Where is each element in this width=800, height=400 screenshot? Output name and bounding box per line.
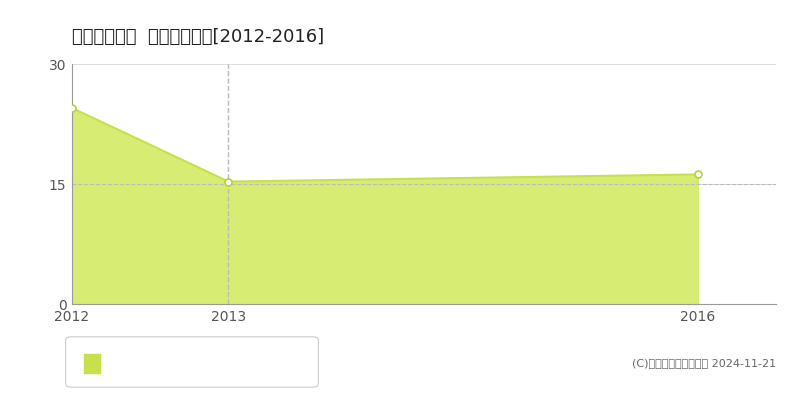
Text: 住宅価格  平均坪単価(万円/坪): 住宅価格 平均坪単価(万円/坪) [106,357,218,370]
Point [691,171,704,178]
Text: 豊岡市塩津町  住宅価格推移[2012-2016]: 豊岡市塩津町 住宅価格推移[2012-2016] [72,28,324,46]
Text: (C)土地価格ドットコム 2024-11-21: (C)土地価格ドットコム 2024-11-21 [632,358,776,368]
Point [222,178,235,185]
Point [66,105,78,111]
